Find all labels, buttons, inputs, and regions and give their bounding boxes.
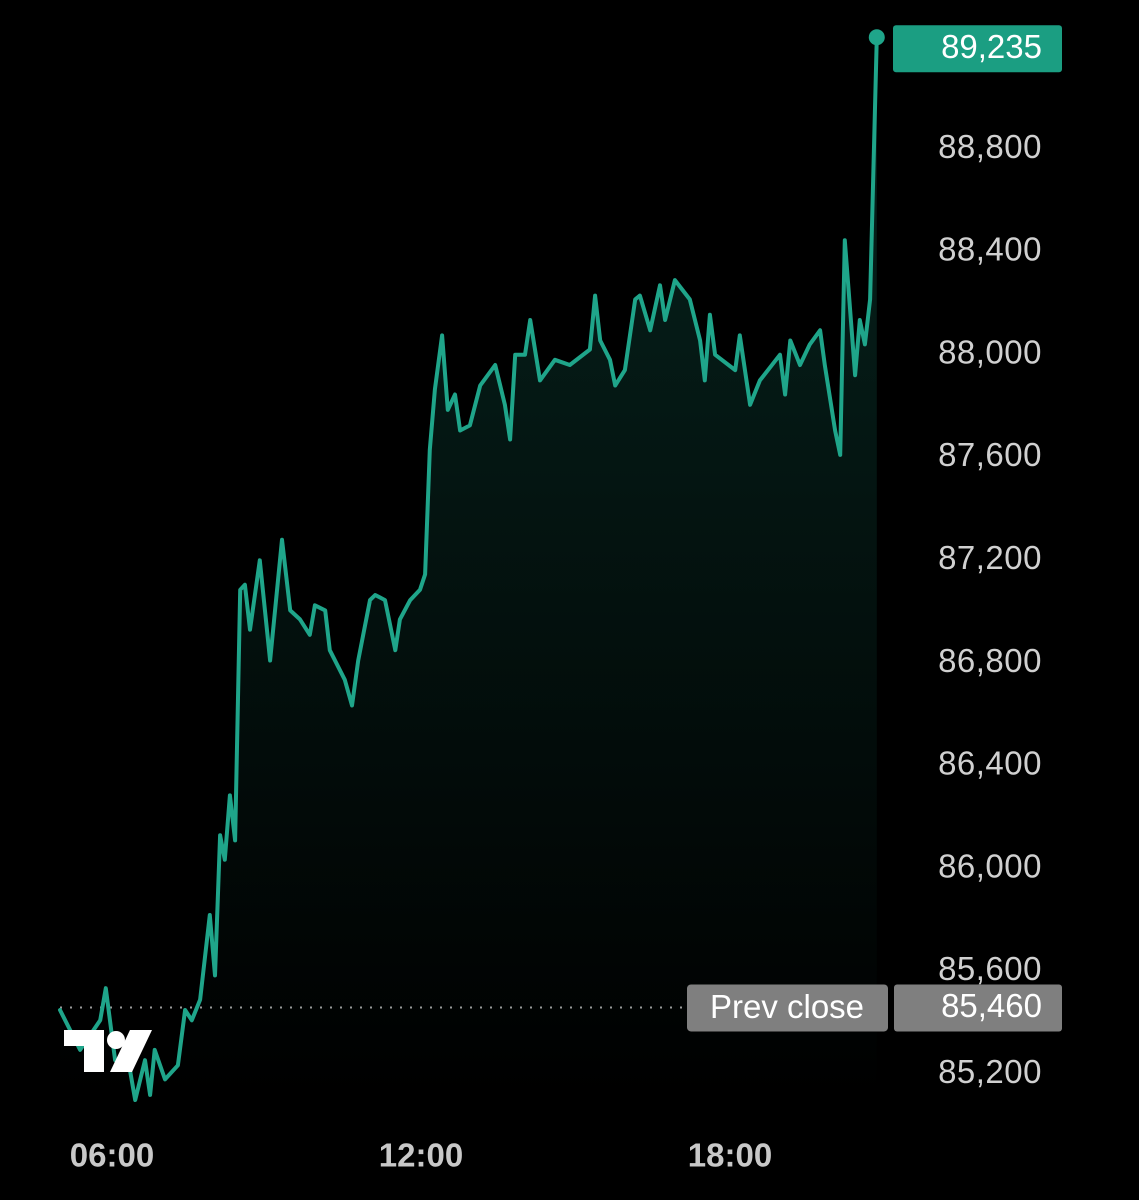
y-tick-label: 87,200 xyxy=(938,539,1042,576)
logo-part xyxy=(107,1031,125,1049)
prev-close-value-box xyxy=(894,984,1062,1032)
y-tick-label: 88,800 xyxy=(938,128,1042,165)
x-tick-label: 18:00 xyxy=(688,1137,772,1174)
last-price-box xyxy=(893,25,1062,73)
prev-close-name-box xyxy=(687,984,888,1032)
x-tick-label: 12:00 xyxy=(379,1137,463,1174)
y-tick-label: 85,200 xyxy=(938,1053,1042,1090)
logo xyxy=(64,1030,152,1072)
y-tick-label: 88,400 xyxy=(938,231,1042,268)
area xyxy=(60,37,877,1100)
y-tick-label: 86,800 xyxy=(938,642,1042,679)
y-tick-label: 87,600 xyxy=(938,436,1042,473)
last-price-label: 89,235 xyxy=(941,28,1042,65)
logo-part xyxy=(64,1030,104,1072)
price-line xyxy=(58,35,879,1102)
y-tick-label: 88,000 xyxy=(938,333,1042,370)
prev-close-value: 85,460 xyxy=(941,987,1042,1024)
y-tick-label: 86,400 xyxy=(938,745,1042,782)
y-tick-label: 86,000 xyxy=(938,847,1042,884)
y-tick-label: 85,600 xyxy=(938,950,1042,987)
last-point xyxy=(868,29,885,46)
logo-part xyxy=(110,1030,152,1072)
x-tick-label: 06:00 xyxy=(70,1137,154,1174)
prev-close-name: Prev close xyxy=(710,988,864,1025)
